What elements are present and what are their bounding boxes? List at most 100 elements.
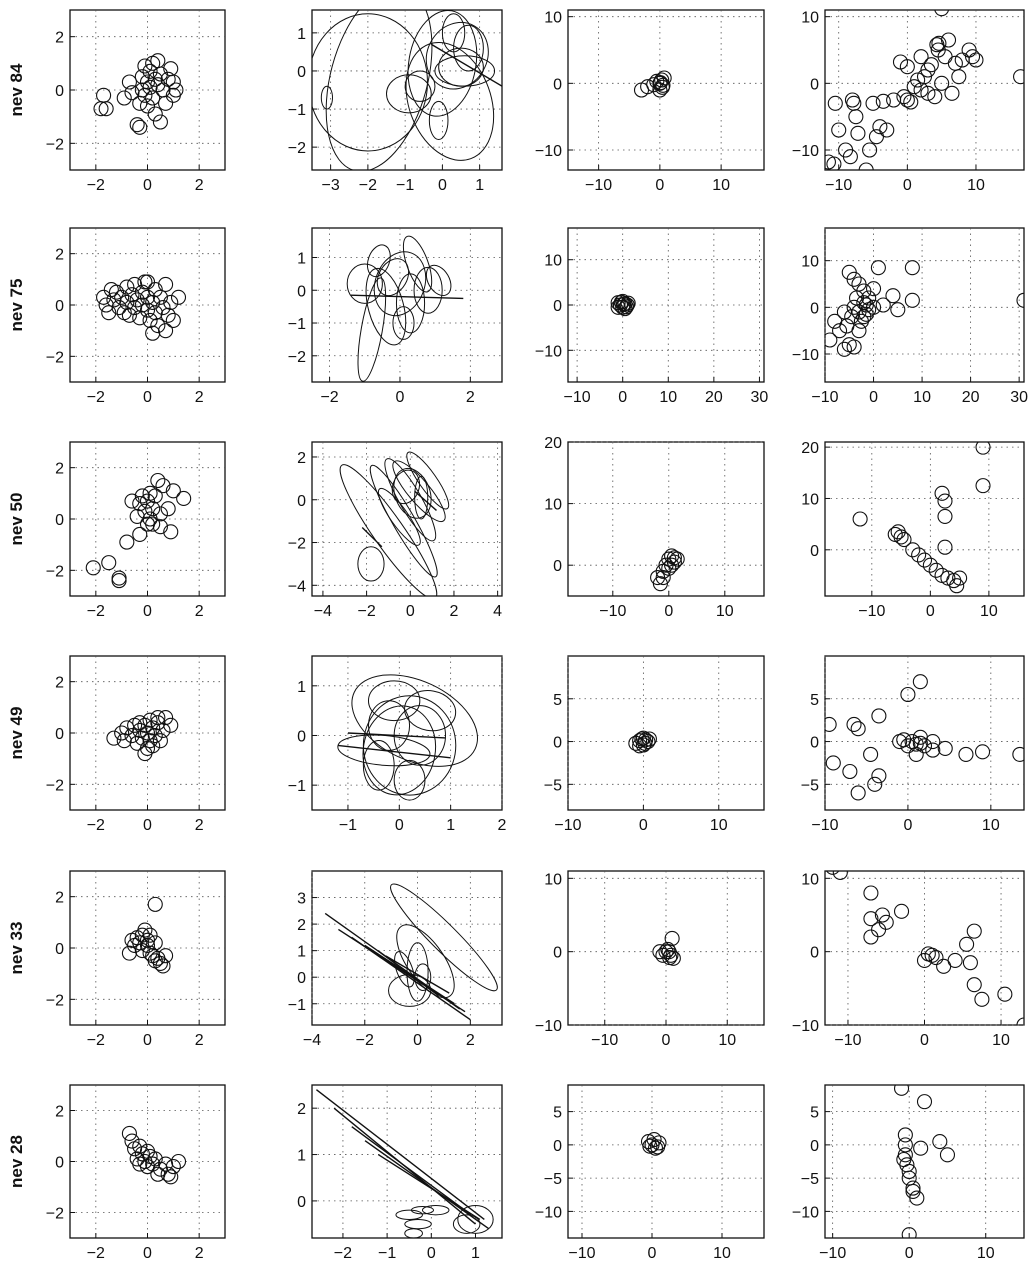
data-point [937, 740, 953, 756]
data-point [661, 944, 677, 960]
y-tick-label: −2 [288, 349, 306, 366]
data-point [158, 323, 174, 339]
data-point [842, 763, 858, 780]
data-point [145, 294, 161, 310]
data-point [170, 289, 187, 305]
x-tick-label: 2 [466, 389, 475, 406]
covariance-ellipse [404, 690, 457, 732]
y-tick-label: 10 [801, 254, 819, 271]
data-point [997, 986, 1013, 1002]
data-point [150, 472, 166, 489]
y-tick-label: 10 [801, 10, 819, 27]
covariance-ellipse [367, 680, 421, 722]
y-tick-label: 0 [55, 298, 64, 315]
axes-frame [824, 9, 1025, 171]
data-point [121, 74, 137, 90]
axes-frame [567, 655, 765, 811]
x-tick-label: 0 [143, 1032, 152, 1049]
y-tick-label: −2 [46, 992, 64, 1009]
data-point [872, 119, 888, 135]
data-point [858, 162, 874, 170]
row-label: nev 75 [7, 279, 26, 332]
y-tick-label: 1 [297, 250, 306, 267]
data-point [132, 935, 148, 951]
data-point [912, 674, 928, 690]
y-tick-label: −5 [801, 1171, 819, 1188]
y-tick-label: −10 [535, 1018, 562, 1035]
degenerate-ellipse-segment [430, 43, 502, 87]
x-tick-label: 30 [1010, 389, 1028, 406]
data-point [934, 10, 950, 17]
plot-area [826, 871, 1024, 1025]
x-tick-label: 0 [438, 177, 447, 194]
data-point [904, 292, 920, 308]
data-point [129, 735, 145, 751]
x-tick-label: −10 [819, 1245, 846, 1262]
data-point [934, 485, 950, 501]
covariance-ellipse [406, 451, 450, 510]
data-point [165, 312, 181, 328]
covariance-ellipse [390, 883, 498, 992]
data-point [142, 712, 158, 728]
data-point [152, 506, 168, 522]
data-point [142, 63, 158, 79]
data-point [654, 79, 670, 95]
data-point [85, 560, 101, 576]
data-point [905, 1180, 921, 1196]
data-point [111, 573, 127, 589]
degenerate-ellipse-segment [347, 732, 446, 739]
data-point [832, 323, 848, 339]
y-tick-label: 10 [801, 491, 819, 508]
panel-r4-c3: −10 0 10 −10 0 10 [792, 870, 1025, 1049]
data-point [939, 1147, 956, 1163]
data-point [147, 282, 163, 298]
axes-frame [567, 9, 765, 171]
y-tick-label: −4 [288, 578, 306, 595]
y-tick-label: 0 [810, 735, 819, 752]
x-tick-label: 0 [926, 603, 935, 620]
y-tick-label: 0 [553, 76, 562, 93]
y-tick-label: 2 [55, 1104, 64, 1121]
plot-area [346, 235, 464, 382]
data-point [934, 75, 950, 91]
data-point [901, 1227, 917, 1238]
data-point [920, 62, 936, 78]
data-point [176, 490, 192, 507]
data-point [861, 290, 877, 306]
axes-frame [311, 9, 503, 171]
data-point [165, 74, 181, 90]
data-point [114, 725, 130, 741]
data-point [931, 35, 947, 51]
data-point [911, 547, 927, 563]
x-tick-label: 0 [662, 1032, 671, 1049]
x-tick-label: 0 [648, 1245, 657, 1262]
data-point [916, 552, 933, 568]
data-point [137, 922, 153, 938]
data-point [147, 728, 163, 744]
panel-r2-c0: −2 0 2 −2 0 2 [46, 441, 226, 620]
data-point [897, 1137, 913, 1153]
y-tick-label: −2 [288, 536, 306, 553]
data-point [150, 1166, 166, 1182]
axes-frame [824, 1084, 1025, 1239]
data-point [106, 730, 122, 746]
data-point [641, 731, 657, 747]
data-point [142, 312, 158, 328]
y-tick-label: −1 [288, 102, 306, 119]
x-tick-label: 0 [664, 603, 673, 620]
degenerate-ellipse-segment [361, 527, 383, 548]
data-point [137, 58, 153, 74]
data-point [160, 501, 176, 517]
data-point [975, 442, 991, 455]
data-point [1013, 69, 1024, 85]
covariance-ellipse [453, 24, 484, 72]
data-point [856, 309, 872, 325]
data-point [158, 710, 174, 726]
y-tick-label: −10 [792, 1018, 819, 1035]
x-tick-label: 2 [195, 177, 204, 194]
data-point [654, 72, 670, 88]
x-tick-label: 10 [716, 603, 734, 620]
x-tick-label: −10 [834, 1032, 861, 1049]
covariance-ellipse [369, 464, 438, 578]
